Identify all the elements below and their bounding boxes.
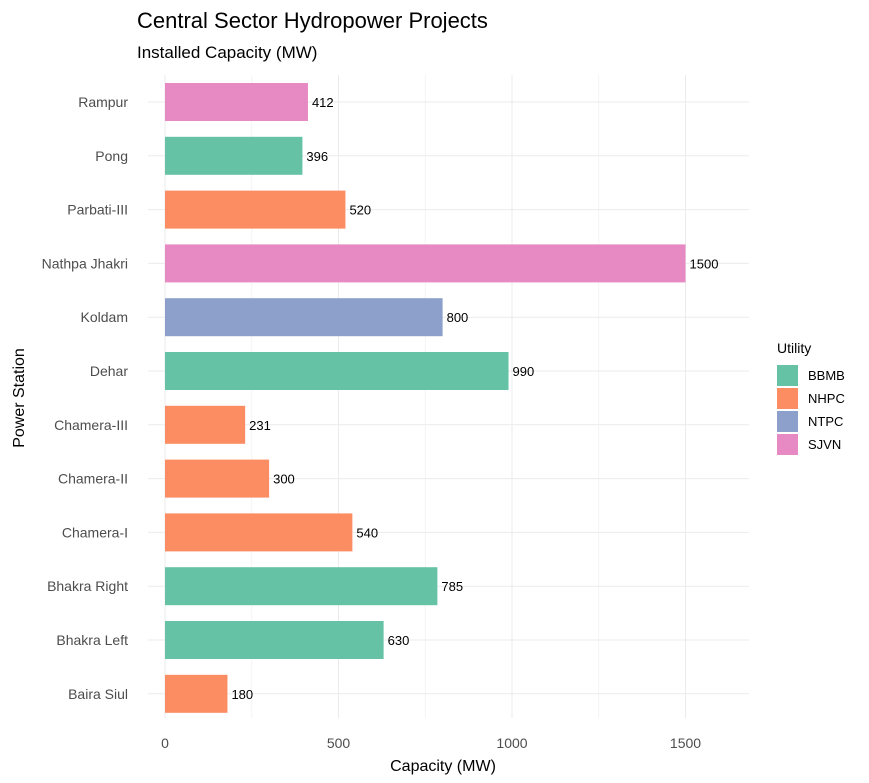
y-axis-title: Power Station: [11, 348, 28, 448]
x-axis-title: Capacity (MW): [390, 758, 496, 775]
chart-subtitle: Installed Capacity (MW): [137, 43, 317, 62]
legend: Utility BBMB NHPC NTPC SJVN: [777, 340, 845, 455]
x-tick-label: 1000: [496, 735, 527, 751]
legend-swatch-sjvn: [777, 434, 798, 455]
y-tick-label-baira-siul: Baira Siul: [68, 686, 128, 702]
bar-chamera-ii: [165, 459, 270, 498]
y-tick-label-chamera-ii: Chamera-II: [58, 471, 128, 487]
bar-baira-siul: [165, 674, 228, 713]
bar-bhakra-right: [165, 567, 438, 606]
bar-bhakra-left: [165, 621, 384, 659]
y-tick-label-chamera-i: Chamera-I: [62, 524, 128, 540]
y-axis-ticks: Baira Siul Bhakra Left Bhakra Right Chamera…: [42, 94, 129, 702]
bar-pong: [165, 136, 303, 175]
bar-nathpa-jhakri: [165, 244, 686, 283]
legend-swatch-ntpc: [777, 411, 798, 432]
legend-label-nhpc: NHPC: [808, 391, 845, 406]
bar-rampur: [165, 83, 308, 121]
bar-dehar: [165, 352, 509, 390]
data-labels: 180 630 785 540 300 231 990 800 1500 520 396 412: [231, 95, 718, 702]
y-tick-label-parbati-iii: Parbati-III: [67, 202, 128, 218]
legend-title: Utility: [777, 340, 811, 356]
legend-swatch-nhpc: [777, 388, 798, 409]
x-tick-label: 1500: [670, 735, 701, 751]
chart-title: Central Sector Hydropower Projects: [137, 8, 488, 33]
legend-swatch-bbmb: [777, 365, 798, 386]
data-label-baira-siul: 180: [231, 687, 253, 702]
data-label-koldam: 800: [447, 310, 469, 325]
y-tick-label-nathpa-jhakri: Nathpa Jhakri: [42, 255, 128, 271]
y-tick-label-chamera-iii: Chamera-III: [54, 417, 128, 433]
bar-parbati-iii: [165, 190, 346, 229]
y-tick-label-bhakra-right: Bhakra Right: [47, 578, 128, 594]
x-axis-ticks: 0 500 1000 1500: [161, 735, 701, 751]
data-label-chamera-iii: 231: [249, 418, 271, 433]
data-label-chamera-ii: 300: [273, 472, 295, 487]
bar-chamera-i: [165, 513, 353, 552]
data-label-rampur: 412: [312, 95, 334, 110]
data-label-pong: 396: [306, 149, 328, 164]
data-label-bhakra-right: 785: [441, 579, 463, 594]
y-tick-label-pong: Pong: [95, 148, 128, 164]
y-tick-label-rampur: Rampur: [78, 94, 128, 110]
bar-chamera-iii: [165, 405, 246, 444]
legend-label-ntpc: NTPC: [808, 414, 843, 429]
y-tick-label-koldam: Koldam: [81, 309, 128, 325]
data-label-nathpa-jhakri: 1500: [690, 256, 719, 271]
y-tick-label-bhakra-left: Bhakra Left: [56, 632, 128, 648]
legend-label-sjvn: SJVN: [808, 437, 841, 452]
data-label-bhakra-left: 630: [388, 633, 410, 648]
bars: [165, 83, 686, 713]
data-label-dehar: 990: [513, 364, 535, 379]
data-label-parbati-iii: 520: [349, 203, 371, 218]
legend-label-bbmb: BBMB: [808, 368, 845, 383]
x-tick-label: 0: [161, 735, 169, 751]
data-label-chamera-i: 540: [356, 525, 378, 540]
bar-koldam: [165, 298, 443, 337]
y-tick-label-dehar: Dehar: [90, 363, 128, 379]
x-tick-label: 500: [327, 735, 351, 751]
